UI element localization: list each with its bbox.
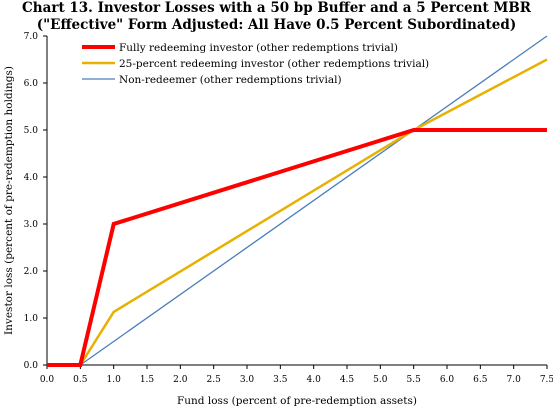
x-tick-label: 5.5 <box>407 375 422 385</box>
x-tick-label: 3.5 <box>273 375 288 385</box>
y-tick-label: 4.0 <box>24 173 39 183</box>
legend: Fully redeeming investor (other redempti… <box>82 42 429 86</box>
x-tick-label: 6.0 <box>440 375 455 385</box>
series-group <box>47 35 548 367</box>
chart-title-line-1: Chart 13. Investor Losses with a 50 bp B… <box>22 0 531 16</box>
x-tick-label: 7.0 <box>507 375 522 385</box>
x-tick-label: 1.0 <box>107 375 122 385</box>
x-tick-label: 4.5 <box>340 375 355 385</box>
x-tick-label: 5.0 <box>373 375 388 385</box>
y-axis-label: Investor loss (percent of pre-redemption… <box>3 66 15 335</box>
x-tick-label: 6.5 <box>473 375 488 385</box>
legend-label-1: Fully redeeming investor (other redempti… <box>119 42 398 54</box>
y-tick-label: 1.0 <box>24 314 39 324</box>
x-tick-label: 3.0 <box>240 375 255 385</box>
y-tick-label: 3.0 <box>24 220 39 230</box>
x-tick-label: 4.0 <box>307 375 322 385</box>
x-tick-label: 0.0 <box>40 375 55 385</box>
x-axis-label: Fund loss (percent of pre-redemption ass… <box>177 395 417 407</box>
y-tick-label: 7.0 <box>24 32 39 42</box>
legend-label-3: Non-redeemer (other redemptions trivial) <box>119 74 342 86</box>
chart-title-line-2: ("Effective" Form Adjusted: All Have 0.5… <box>36 17 517 33</box>
x-tick-label: 0.5 <box>73 375 88 385</box>
x-tick-label: 1.5 <box>140 375 155 385</box>
y-tick-label: 0.0 <box>24 361 39 371</box>
y-tick-label: 2.0 <box>24 267 39 277</box>
x-tick-label: 2.5 <box>207 375 222 385</box>
y-tick-label: 5.0 <box>24 126 39 136</box>
y-tick-label: 6.0 <box>24 79 39 89</box>
x-tick-label: 2.0 <box>173 375 188 385</box>
series-line-1 <box>47 128 547 367</box>
chart-title: Chart 13. Investor Losses with a 50 bp B… <box>0 0 553 34</box>
axes: 0.0 0.5 1.0 1.5 2.0 2.5 3.0 3.5 4.0 4.5 5.0 5.5 6.0 6… <box>24 32 553 385</box>
legend-label-2: 25-percent redeeming investor (other red… <box>119 58 429 70</box>
x-tick-label: 7.5 <box>540 375 553 385</box>
